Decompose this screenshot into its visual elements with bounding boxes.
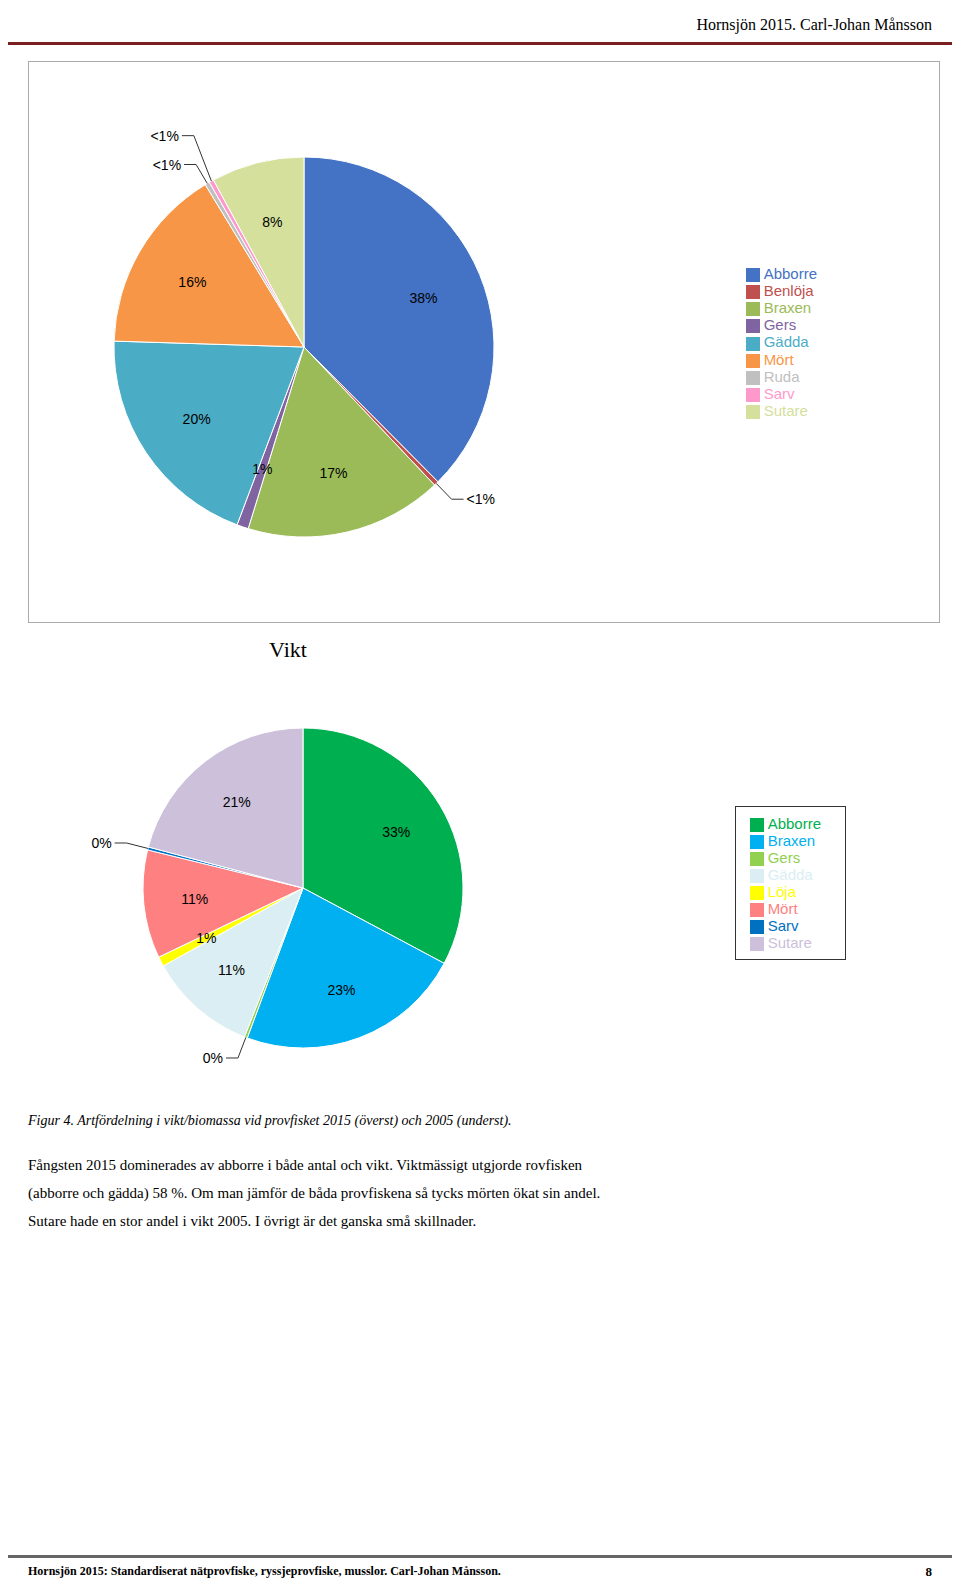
html-text:(abborre och gädda) 58 %. Om m: (abborre och gädda) 58 %. Om man jämför … (28, 1185, 601, 1201)
html-text:Braxen: Braxen (763, 299, 812, 317)
html-text:Gers: Gers (767, 848, 801, 866)
svg-text:1%: 1% (196, 930, 216, 946)
html-text:Sutare hade en stor andel i vi: Sutare hade en stor andel i vikt 2005. I… (28, 1213, 477, 1229)
svg-text:23%: 23% (328, 982, 356, 998)
svg-text:<1%: <1% (153, 157, 181, 173)
svg-text:<1%: <1% (150, 128, 178, 144)
svg-text:11%: 11% (181, 891, 208, 907)
svg-text:38%: 38% (409, 290, 437, 306)
html-text:Hornsjön 2015: Standardiserat: Hornsjön 2015: Standardiserat nätprovfis… (28, 1564, 501, 1578)
html-text:Sutare: Sutare (763, 401, 808, 419)
html-text:Gädda: Gädda (763, 333, 809, 351)
html-text:Gädda: Gädda (767, 866, 813, 883)
html-text:Benlöja: Benlöja (763, 282, 814, 300)
html-text:Abborre: Abborre (767, 814, 821, 832)
html-text:Figur 4. Artfördelning i vikt/: Figur 4. Artfördelning i vikt/biomassa v… (28, 1113, 512, 1128)
html-text:Fångsten 2015 dominerades av a: Fångsten 2015 dominerades av abborre i b… (28, 1157, 583, 1173)
html-text:Hornsjön 2015. Carl-Johan Måns: Hornsjön 2015. Carl-Johan Månsson (696, 16, 932, 33)
svg-text:33%: 33% (382, 824, 410, 840)
html-text:Löja: Löja (767, 883, 796, 900)
html-text:Gers: Gers (763, 316, 797, 334)
html-text:Mört: Mört (763, 350, 794, 368)
html-text:Abborre: Abborre (763, 265, 817, 283)
html-text:Sarv: Sarv (767, 917, 799, 935)
svg-text:17%: 17% (319, 465, 347, 481)
svg-text:11%: 11% (218, 962, 245, 978)
html-text:Sutare: Sutare (767, 934, 812, 952)
svg-text:0%: 0% (203, 1050, 223, 1066)
html-text:Mört: Mört (767, 900, 798, 917)
html-text:8: 8 (925, 1564, 932, 1579)
svg-text:1%: 1% (252, 461, 272, 477)
svg-text:16%: 16% (178, 274, 206, 290)
svg-text:21%: 21% (223, 794, 251, 810)
html-text:Ruda: Ruda (763, 367, 800, 385)
svg-text:20%: 20% (183, 411, 211, 427)
svg-text:<1%: <1% (467, 491, 495, 507)
svg-text:0%: 0% (91, 835, 111, 851)
html-text:Braxen: Braxen (767, 831, 816, 849)
html-text:Vikt: Vikt (269, 637, 307, 662)
svg-text:8%: 8% (262, 214, 282, 230)
html-text:Sarv: Sarv (763, 384, 795, 402)
